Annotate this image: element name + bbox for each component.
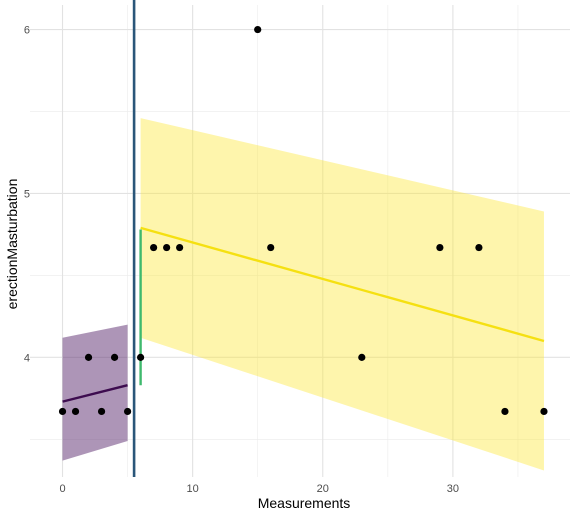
fit-line [62,384,128,403]
data-point [176,243,184,252]
data-point [254,25,262,34]
x-tick-label: 10 [187,483,199,495]
y-tick-labels: 4 5 6 [24,25,30,365]
data-point [123,407,132,416]
fit-line [140,226,545,343]
x-tick-label: 20 [317,483,329,495]
data-point [71,407,80,416]
data-point [97,407,106,416]
data-point [58,407,67,416]
data-point [110,353,119,361]
data-point [501,407,509,416]
data-point [436,243,444,252]
y-tick-label: 4 [24,352,30,364]
data-point [150,243,158,252]
data-points [58,25,548,416]
fit-lines [62,226,545,403]
data-point [137,353,145,361]
data-point [540,407,548,416]
data-point [84,353,93,361]
y-axis-title: erectionMasturbation [4,179,20,310]
threshold-markers [132,0,142,477]
data-point [163,243,171,252]
data-point [475,243,483,252]
x-tick-labels: 0 10 20 30 [59,483,459,495]
x-tick-label: 30 [447,483,459,495]
x-tick-label: 0 [59,483,65,495]
y-tick-label: 6 [24,25,30,37]
confidence-ribbon [140,118,544,471]
x-axis-title: Measurements [258,495,351,511]
y-tick-label: 5 [24,188,30,200]
data-point [267,243,275,252]
data-point [358,353,366,361]
